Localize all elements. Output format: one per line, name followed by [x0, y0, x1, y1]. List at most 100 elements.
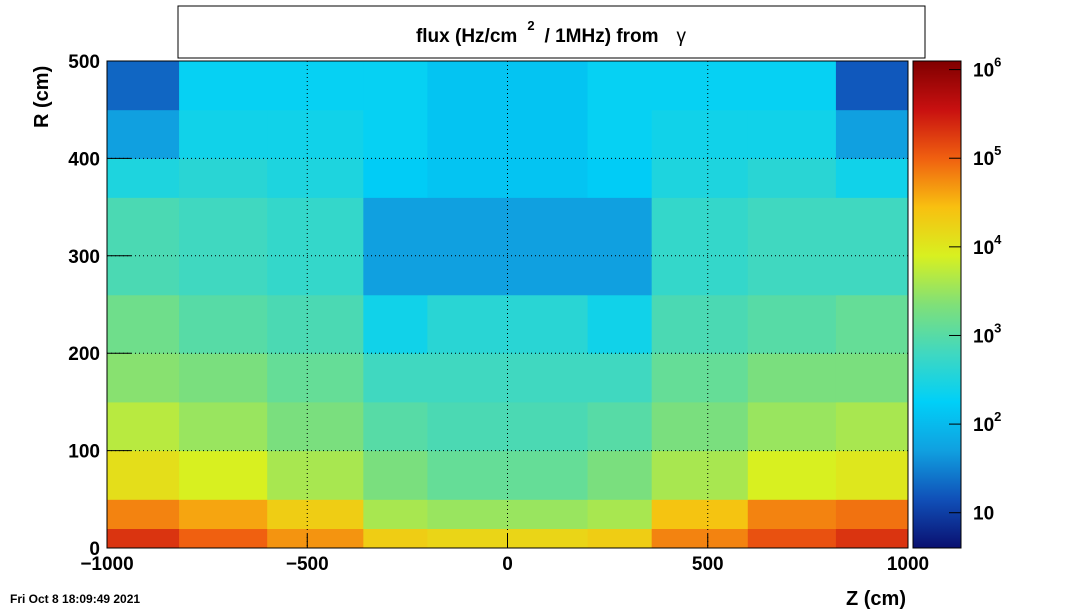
heatmap-cell	[179, 528, 268, 549]
heatmap-cell	[747, 158, 837, 198]
color-bar-label: 105	[973, 143, 1001, 170]
axes: −1000 −500 0 500 100001002003004005001010210…	[68, 52, 1002, 575]
heatmap-cell	[107, 499, 180, 530]
heatmap-cell	[427, 401, 508, 452]
heatmap-cell	[427, 499, 508, 530]
heatmap-cell	[835, 197, 909, 296]
y-tick-label: 200	[68, 344, 100, 365]
color-bar-label-exponent: 5	[994, 143, 1001, 158]
chart-title: flux (Hz/cm 2 / 1MHz) from γ	[416, 18, 687, 47]
heatmap-cell	[587, 61, 653, 111]
heatmap-cell	[267, 61, 364, 111]
heatmap-cell	[651, 401, 749, 452]
heatmap-cell	[747, 353, 837, 403]
heatmap-cell	[427, 197, 508, 296]
heatmap-cell	[363, 294, 428, 354]
heatmap-cell	[747, 499, 837, 530]
heatmap-cell	[587, 294, 653, 354]
heatmap-cell	[267, 499, 364, 530]
color-bar-label-exponent: 2	[994, 409, 1001, 424]
heatmap-cell	[363, 528, 428, 549]
color-bar-label-exponent: 4	[994, 232, 1002, 247]
heatmap-cell	[427, 294, 508, 354]
title-text: / 1MHz) from	[545, 26, 659, 47]
color-bar-label: 104	[973, 232, 1002, 259]
heatmap-cell	[267, 109, 364, 159]
color-bar-label-base: 10	[973, 61, 994, 82]
heatmap-cell	[267, 353, 364, 403]
heatmap-cell	[107, 294, 180, 354]
heatmap-cell	[507, 353, 589, 403]
heatmap-cell	[747, 197, 837, 296]
x-tick-label: 500	[692, 554, 724, 575]
heatmap-cell	[835, 450, 909, 500]
heatmap-cell	[107, 197, 180, 296]
heatmap-cell	[427, 528, 508, 549]
heatmap-cell	[587, 401, 653, 452]
color-bar-label-base: 10	[973, 238, 994, 259]
heatmap-cell	[587, 109, 653, 159]
x-tick-label: 0	[502, 554, 513, 575]
heatmap-cell	[507, 109, 589, 159]
heatmap-cell	[363, 353, 428, 403]
heatmap-cell	[747, 528, 837, 549]
heatmap-cell	[363, 197, 428, 296]
heatmap-cell	[267, 450, 364, 500]
heatmap-cell	[427, 109, 508, 159]
y-tick-label: 300	[68, 247, 100, 268]
title-symbol: γ	[677, 26, 687, 47]
x-tick-label: 1000	[887, 554, 929, 575]
heatmap-cell	[363, 499, 428, 530]
heatmap-cell	[747, 61, 837, 111]
heatmap-cell	[267, 158, 364, 198]
heatmap-cell	[427, 450, 508, 500]
x-axis-label: Z (cm)	[846, 588, 906, 610]
x-tick-label: −1000	[80, 554, 133, 575]
heatmap-cell	[179, 499, 268, 530]
heatmap-cell	[107, 61, 180, 111]
heatmap	[107, 61, 909, 549]
heatmap-cell	[651, 353, 749, 403]
heatmap-cell	[651, 61, 749, 111]
timestamp: Fri Oct 8 18:09:49 2021	[10, 592, 140, 606]
heatmap-cell	[747, 109, 837, 159]
color-bar-label-exponent: 6	[994, 55, 1001, 70]
heatmap-cell	[179, 401, 268, 452]
title-text: flux (Hz/cm	[416, 26, 517, 47]
color-bar	[912, 60, 962, 549]
heatmap-cell	[427, 158, 508, 198]
heatmap-cell	[179, 294, 268, 354]
heatmap-cell	[427, 61, 508, 111]
heatmap-cell	[587, 158, 653, 198]
color-bar-label-base: 10	[973, 415, 994, 436]
heatmap-cell	[179, 61, 268, 111]
heatmap-cell	[507, 450, 589, 500]
heatmap-cell	[747, 294, 837, 354]
heatmap-cell	[179, 109, 268, 159]
heatmap-cell	[363, 158, 428, 198]
color-bar-label-exponent: 3	[994, 320, 1001, 335]
color-bar-label: 103	[973, 320, 1001, 347]
heatmap-cell	[507, 61, 589, 111]
heatmap-cell	[651, 158, 749, 198]
heatmap-cell	[107, 528, 180, 549]
heatmap-cell	[267, 401, 364, 452]
heatmap-cell	[107, 158, 180, 198]
heatmap-cell	[587, 353, 653, 403]
heatmap-cell	[507, 401, 589, 452]
y-tick-label: 0	[89, 539, 100, 560]
heatmap-cell	[179, 450, 268, 500]
heatmap-cell	[835, 401, 909, 452]
heatmap-cell	[107, 353, 180, 403]
heatmap-cell	[651, 450, 749, 500]
color-bar-label: 102	[973, 409, 1001, 436]
y-tick-label: 500	[68, 52, 100, 73]
heatmap-cell	[835, 158, 909, 198]
heatmap-cell	[835, 109, 909, 159]
y-axis-label: R (cm)	[31, 66, 53, 128]
heatmap-cell	[267, 197, 364, 296]
color-bar-label-base: 10	[973, 326, 994, 347]
heatmap-cell	[179, 158, 268, 198]
heatmap-cell	[651, 499, 749, 530]
heatmap-cell	[179, 197, 268, 296]
